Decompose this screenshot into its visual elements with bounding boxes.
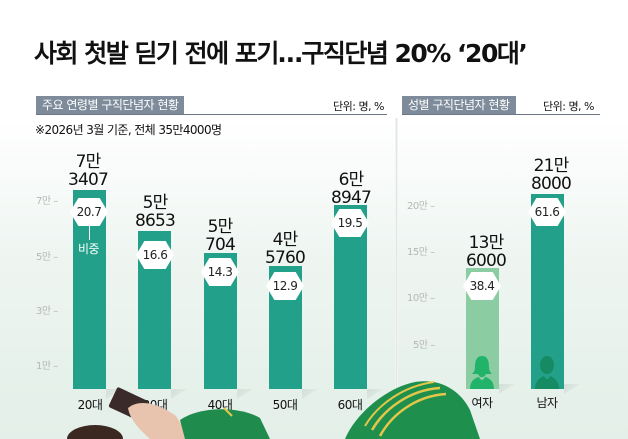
bar-value-40s: 5만 704 bbox=[198, 218, 242, 254]
axis-tick-15man: 15만 – bbox=[407, 247, 435, 258]
panel-divider bbox=[395, 118, 398, 408]
share-badge-50s: 12.9 bbox=[266, 272, 304, 300]
bar-shadow bbox=[237, 389, 253, 399]
category-label-male: 남자 bbox=[536, 396, 558, 410]
category-label-50s: 50대 bbox=[272, 398, 298, 412]
left-panel-header: 주요 연령별 구직단념자 현황 단위: 명, % bbox=[0, 96, 390, 115]
age-header-rule bbox=[36, 114, 387, 115]
bar-shadow bbox=[106, 389, 122, 399]
gender-header-rule bbox=[402, 114, 600, 115]
axis-tick-10man: 10만 – bbox=[407, 293, 435, 304]
share-badge-male: 61.6 bbox=[528, 198, 566, 226]
bar-value-20s: 7만 3407 bbox=[66, 153, 110, 189]
share-badge-30s: 16.6 bbox=[136, 241, 174, 269]
axis-tick-5man: 5만 – bbox=[36, 252, 58, 263]
category-label-60s: 60대 bbox=[337, 398, 363, 412]
bar-value-top: 6만 bbox=[338, 170, 365, 190]
age-note: ※2026년 3월 기준, 전체 35만4000명 bbox=[35, 123, 222, 137]
bar-value-bottom: 704 bbox=[204, 235, 236, 255]
axis-tick-1man: 1만 – bbox=[36, 361, 58, 372]
gender-unit-label: 단위: 명, % bbox=[543, 100, 595, 113]
bar-value-top: 5만 bbox=[142, 193, 169, 213]
category-label-20s: 20대 bbox=[77, 398, 103, 412]
right-panel-header: 성별 구직단념자 현황 단위: 명, % bbox=[0, 96, 628, 115]
lying-person-illustration bbox=[67, 381, 480, 439]
female-person-icon bbox=[470, 356, 494, 389]
bar-value-top: 7만 bbox=[75, 152, 102, 172]
share-badge-60s: 19.5 bbox=[331, 209, 369, 237]
bar-value-bottom: 8947 bbox=[330, 188, 372, 208]
bar-shadow bbox=[171, 389, 187, 399]
category-label-40s: 40대 bbox=[207, 398, 233, 412]
bar-value-female: 13만 6000 bbox=[461, 234, 511, 270]
bar-value-60s: 6만 8947 bbox=[329, 171, 373, 207]
share-badge-40s: 14.3 bbox=[201, 258, 239, 286]
bar-value-male: 21만 8000 bbox=[526, 157, 576, 193]
bar-shadow bbox=[564, 384, 580, 394]
bar-value-bottom: 6000 bbox=[465, 251, 507, 271]
axis-tick-5man-right: 5만 – bbox=[413, 340, 435, 351]
bar-shadow bbox=[499, 384, 515, 394]
bar-value-top: 13만 bbox=[468, 233, 505, 253]
bar-shadow bbox=[302, 389, 318, 399]
share-badge-female: 38.4 bbox=[463, 272, 501, 300]
male-person-icon bbox=[535, 356, 559, 389]
axis-tick-7man: 7만 – bbox=[36, 196, 58, 207]
bar-value-top: 5만 bbox=[207, 217, 234, 237]
category-label-female: 여자 bbox=[471, 396, 493, 410]
bar-value-bottom: 3407 bbox=[67, 170, 109, 190]
axis-tick-20man: 20만 – bbox=[407, 201, 435, 212]
chart-title: 사회 첫발 딛기 전에 포기…구직단념 20% ‘20대’ bbox=[34, 39, 528, 68]
axis-tick-3man: 3만 – bbox=[36, 306, 58, 317]
age-section-label: 주요 연령별 구직단념자 현황 bbox=[36, 96, 185, 114]
bar-value-30s: 5만 8653 bbox=[133, 194, 177, 230]
bar-shadow bbox=[367, 389, 383, 399]
share-stem bbox=[89, 226, 90, 240]
bar-value-bottom: 8653 bbox=[134, 211, 176, 231]
share-badge-20s: 20.7 bbox=[70, 198, 108, 226]
share-label: 비중 bbox=[78, 242, 100, 256]
gender-section-label: 성별 구직단념자 현황 bbox=[402, 96, 516, 114]
bar-value-top: 4만 bbox=[272, 230, 299, 250]
bar-value-50s: 4만 5760 bbox=[263, 231, 307, 267]
age-unit-label: 단위: 명, % bbox=[333, 100, 385, 113]
bar-value-bottom: 8000 bbox=[530, 174, 572, 194]
bar-value-top: 21만 bbox=[533, 156, 570, 176]
bar-value-bottom: 5760 bbox=[264, 248, 306, 268]
